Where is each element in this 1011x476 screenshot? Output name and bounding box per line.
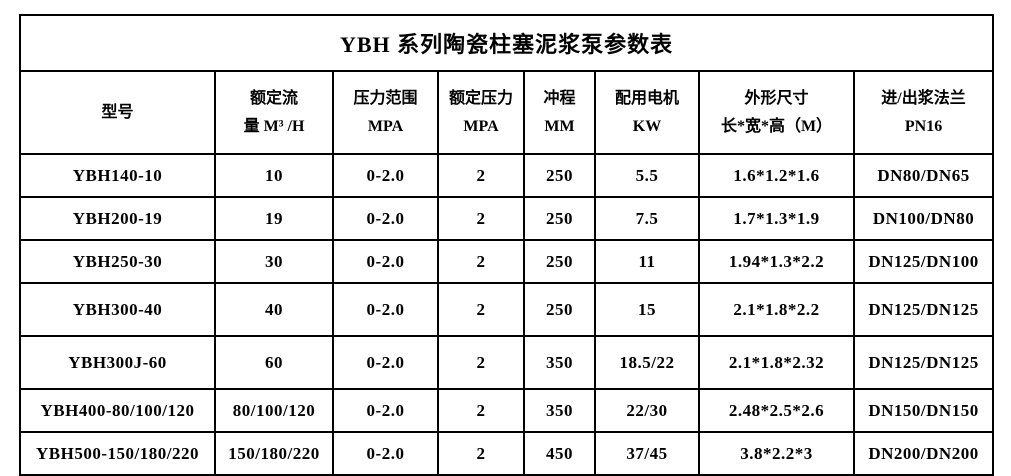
table-cell: 0-2.0 [332, 388, 439, 433]
table-cell: 80/100/120 [214, 388, 334, 433]
table-cell: 0-2.0 [332, 335, 439, 390]
table-cell: DN125/DN100 [852, 239, 995, 284]
table-cell: 37/45 [594, 431, 700, 476]
table-cell: 0-2.0 [332, 431, 439, 476]
table-row: YBH400-80/100/120 80/100/120 0-2.0 2 350 22/3… [19, 388, 995, 433]
table-cell: 2 [437, 196, 525, 241]
table-row: YBH200-19 19 0-2.0 2 250 7.5 1.7*1.3*1.9 DN100/… [19, 196, 995, 241]
table-row: YBH500-150/180/220 150/180/220 0-2.0 2 450 37… [19, 431, 995, 476]
table-cell: 250 [523, 196, 596, 241]
table-cell: 250 [523, 239, 596, 284]
table-cell: 2 [437, 282, 525, 337]
table-cell: 7.5 [594, 196, 700, 241]
table-cell: 3.8*2.2*3 [698, 431, 855, 476]
table-header-row: 型号 额定流 量 M³ /H 压力范围 MPA 额定压力 MPA 冲程 MM 配… [19, 70, 995, 155]
table-cell: 19 [214, 196, 334, 241]
table-cell: 2.1*1.8*2.32 [698, 335, 855, 390]
table-cell: DN100/DN80 [852, 196, 995, 241]
table-cell: 2.1*1.8*2.2 [698, 282, 855, 337]
table-cell: 0-2.0 [332, 196, 439, 241]
table-title: YBH 系列陶瓷柱塞泥浆泵参数表 [18, 14, 995, 72]
table-cell: 1.7*1.3*1.9 [698, 196, 855, 241]
table-cell: 18.5/22 [594, 335, 700, 390]
table-cell: DN200/DN200 [852, 431, 995, 476]
table-cell: 0-2.0 [332, 153, 439, 198]
table-row: YBH140-10 10 0-2.0 2 250 5.5 1.6*1.2*1.6 DN80/D… [19, 153, 995, 198]
model-cell: YBH250-30 [19, 239, 216, 284]
table-cell: 450 [523, 431, 596, 476]
table-cell: 1.6*1.2*1.6 [698, 153, 855, 198]
table-row: YBH300J-60 60 0-2.0 2 350 18.5/22 2.1*1.8*2.32… [19, 335, 995, 390]
table-cell: 30 [214, 239, 334, 284]
pump-parameter-table: YBH 系列陶瓷柱塞泥浆泵参数表 型号 额定流 量 M³ /H 压力范围 MPA… [18, 14, 995, 476]
model-cell: YBH300J-60 [19, 335, 216, 390]
table-cell: 2 [437, 431, 525, 476]
table-row: YBH300-40 40 0-2.0 2 250 15 2.1*1.8*2.2 DN125/D… [19, 282, 995, 337]
table-cell: 5.5 [594, 153, 700, 198]
header-dimensions: 外形尺寸 长*宽*高（M） [698, 70, 855, 155]
model-cell: YBH300-40 [19, 282, 216, 337]
table-cell: DN80/DN65 [852, 153, 995, 198]
table-cell: 250 [523, 282, 596, 337]
table-cell: 2.48*2.5*2.6 [698, 388, 855, 433]
table-cell: 10 [214, 153, 334, 198]
table-cell: 11 [594, 239, 700, 284]
header-stroke: 冲程 MM [523, 70, 596, 155]
model-cell: YBH200-19 [19, 196, 216, 241]
table-cell: 60 [214, 335, 334, 390]
table-cell: 350 [523, 388, 596, 433]
table-cell: 15 [594, 282, 700, 337]
table-cell: 350 [523, 335, 596, 390]
table-cell: 0-2.0 [332, 282, 439, 337]
model-cell: YBH400-80/100/120 [19, 388, 216, 433]
header-rated-pressure: 额定压力 MPA [437, 70, 525, 155]
table-cell: 2 [437, 335, 525, 390]
model-cell: YBH500-150/180/220 [19, 431, 216, 476]
header-motor-power: 配用电机 KW [594, 70, 700, 155]
table-cell: DN125/DN125 [852, 282, 995, 337]
header-pressure-range: 压力范围 MPA [332, 70, 439, 155]
table-cell: 2 [437, 153, 525, 198]
table-cell: 40 [214, 282, 334, 337]
table-title-row: YBH 系列陶瓷柱塞泥浆泵参数表 [18, 14, 995, 72]
table-cell: 250 [523, 153, 596, 198]
table-cell: 2 [437, 388, 525, 433]
header-flange: 进/出浆法兰 PN16 [852, 70, 995, 155]
table-cell: 1.94*1.3*2.2 [698, 239, 855, 284]
table-row: YBH250-30 30 0-2.0 2 250 11 1.94*1.3*2.2 DN125/… [19, 239, 995, 284]
header-rated-flow: 额定流 量 M³ /H [214, 70, 334, 155]
table-cell: 0-2.0 [332, 239, 439, 284]
table-cell: 150/180/220 [214, 431, 334, 476]
model-cell: YBH140-10 [19, 153, 216, 198]
table-cell: DN150/DN150 [852, 388, 995, 433]
header-model: 型号 [19, 70, 216, 155]
table-cell: 2 [437, 239, 525, 284]
table-cell: DN125/DN125 [852, 335, 995, 390]
table-cell: 22/30 [594, 388, 700, 433]
